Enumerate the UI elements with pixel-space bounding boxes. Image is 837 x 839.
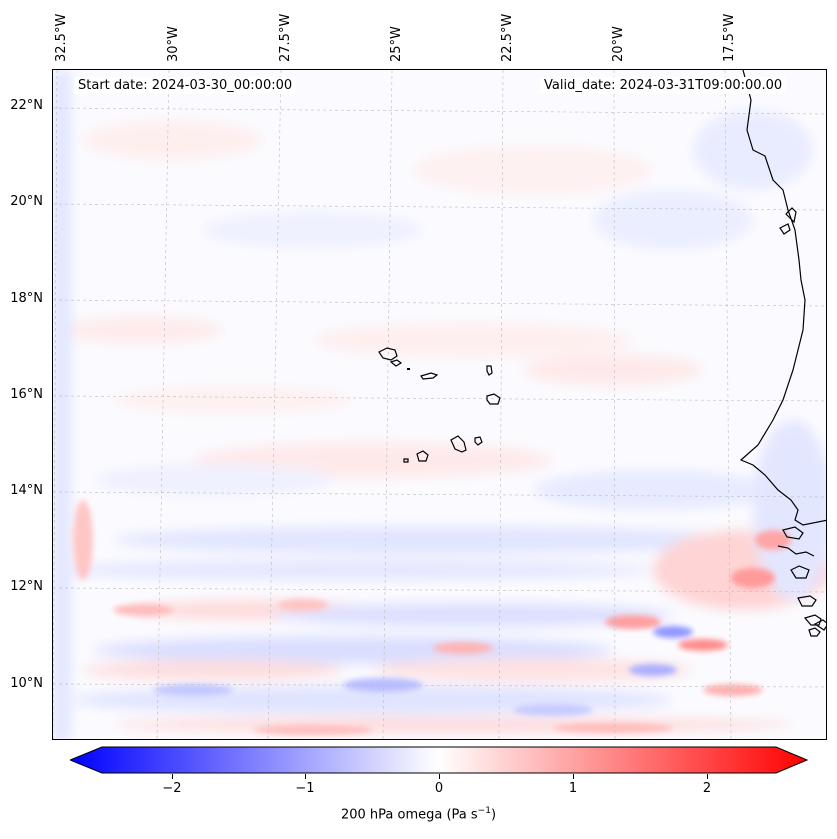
lat-label-10n: 10°N: [10, 676, 43, 691]
colorbar-tick-neg2: −2: [162, 781, 182, 796]
omega-field: [53, 70, 826, 739]
colorbar-label-main: 200 hPa omega (Pa s: [340, 807, 478, 823]
lon-label-17-5w: 17.5°W: [722, 13, 737, 62]
colorbar-tick-mark-0: [439, 774, 440, 779]
colorbar-tick-2: 2: [702, 781, 712, 796]
omega-map: [52, 69, 827, 740]
cape-verde-islands: [378, 347, 501, 463]
lat-label-20n: 20°N: [10, 194, 43, 209]
colorbar-tick-neg1: −1: [295, 781, 315, 796]
colorbar-label: 200 hPa omega (Pa s−1): [0, 806, 837, 822]
colorbar-tick-0: 0: [434, 781, 444, 796]
lon-label-30w: 30°W: [166, 26, 181, 62]
colorbar: [70, 746, 808, 774]
lon-label-25w: 25°W: [389, 26, 404, 62]
lat-label-18n: 18°N: [10, 291, 43, 306]
colorbar-label-exponent: −1: [477, 806, 491, 816]
lon-label-20w: 20°W: [611, 26, 626, 62]
lat-label-12n: 12°N: [10, 579, 43, 594]
colorbar-tick-mark-neg1: [305, 774, 306, 779]
african-coastline: [739, 70, 826, 637]
lon-label-32-5w: 32.5°W: [54, 13, 69, 62]
map-canvas: [53, 70, 826, 739]
lon-label-27-5w: 27.5°W: [278, 13, 293, 62]
colorbar-ramp: [70, 746, 808, 774]
valid-date-label: Valid_date: 2024-03-31T09:00:00.00: [540, 77, 787, 94]
graticule: [53, 70, 826, 739]
colorbar-tick-mark-neg2: [172, 774, 173, 779]
colorbar-tick-mark-1: [573, 774, 574, 779]
colorbar-tick-1: 1: [568, 781, 578, 796]
lat-label-14n: 14°N: [10, 483, 43, 498]
start-date-label: Start date: 2024-03-30_00:00:00: [74, 77, 297, 94]
lon-label-22-5w: 22.5°W: [500, 13, 515, 62]
colorbar-label-end: ): [490, 807, 497, 823]
colorbar-tick-mark-2: [707, 774, 708, 779]
lat-label-16n: 16°N: [10, 387, 43, 402]
lat-label-22n: 22°N: [10, 98, 43, 113]
